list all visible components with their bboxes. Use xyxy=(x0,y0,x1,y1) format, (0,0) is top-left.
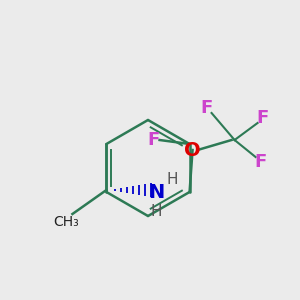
Text: H: H xyxy=(167,172,178,188)
Text: N: N xyxy=(148,182,165,202)
Text: F: F xyxy=(200,99,213,117)
Text: O: O xyxy=(184,140,201,160)
Text: F: F xyxy=(147,131,160,149)
Text: CH₃: CH₃ xyxy=(54,215,79,229)
Text: H: H xyxy=(151,205,162,220)
Text: F: F xyxy=(256,109,269,127)
Text: F: F xyxy=(254,153,267,171)
